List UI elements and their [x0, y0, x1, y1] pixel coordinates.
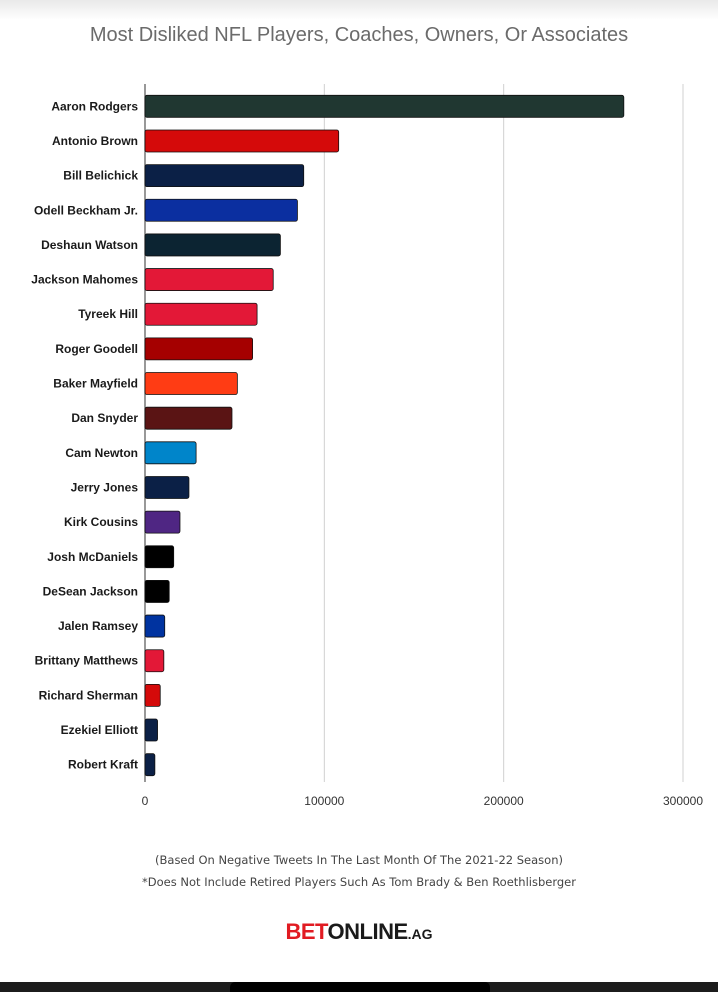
category-label: Jerry Jones	[71, 480, 139, 494]
category-label: Tyreek Hill	[78, 307, 138, 321]
bar	[144, 476, 190, 499]
bar-chart: Aaron Rodgers Antonio Brown Bill Belichick…	[31, 84, 704, 808]
category-label: Brittany Matthews	[35, 654, 139, 668]
category-label: Bill Belichick	[63, 169, 138, 183]
x-axis-ticks: 0 100000 200000 300000	[142, 794, 704, 808]
bar	[144, 441, 197, 465]
bar	[144, 683, 161, 707]
bars	[144, 94, 625, 777]
bar	[144, 233, 281, 257]
footnote-exclusion: *Does Not Include Retired Players Such A…	[142, 875, 576, 889]
gridlines	[144, 84, 684, 782]
logo-ag: .AG	[407, 926, 433, 942]
category-label: Ezekiel Elliott	[61, 723, 138, 737]
bar	[144, 406, 233, 430]
bar	[144, 129, 340, 153]
category-label: Robert Kraft	[68, 758, 138, 772]
bottom-bar	[0, 982, 718, 992]
bar	[144, 302, 258, 326]
bar	[144, 649, 165, 673]
bar	[144, 718, 158, 742]
bar	[144, 580, 170, 603]
category-labels: Aaron Rodgers Antonio Brown Bill Belichick…	[31, 99, 138, 771]
category-label: Antonio Brown	[52, 134, 138, 148]
category-label: Jackson Mahomes	[31, 273, 138, 287]
betonline-logo: BETONLINE.AG	[0, 919, 718, 945]
bar	[144, 753, 156, 777]
logo-bet: BET	[285, 919, 328, 944]
category-label: Baker Mayfield	[53, 377, 138, 391]
category-label: Josh McDaniels	[47, 550, 138, 564]
x-tick-label: 300000	[663, 794, 703, 808]
top-fade	[0, 0, 718, 20]
category-label: Richard Sherman	[39, 688, 138, 702]
category-label: Kirk Cousins	[64, 515, 138, 529]
category-label: Dan Snyder	[71, 411, 138, 425]
x-tick-label: 200000	[484, 794, 524, 808]
bar	[144, 94, 625, 118]
bar	[144, 545, 175, 569]
x-tick-label: 100000	[304, 794, 344, 808]
bar	[144, 372, 238, 395]
category-label: Jalen Ramsey	[58, 619, 138, 633]
category-label: Cam Newton	[65, 446, 138, 460]
category-label: Roger Goodell	[55, 342, 138, 356]
bar	[144, 198, 298, 222]
bar	[144, 510, 181, 534]
bar	[144, 164, 305, 188]
x-tick-label: 0	[142, 794, 149, 808]
category-label: Odell Beckham Jr.	[34, 203, 138, 217]
bar	[144, 337, 253, 361]
footnote-basis: (Based On Negative Tweets In The Last Mo…	[155, 853, 563, 867]
category-label: Aaron Rodgers	[51, 99, 138, 113]
category-label: Deshaun Watson	[41, 238, 138, 252]
logo-online: ONLINE	[327, 919, 409, 944]
chart-title: Most Disliked NFL Players, Coaches, Owne…	[89, 24, 629, 46]
bar	[144, 614, 166, 638]
category-label: DeSean Jackson	[43, 584, 138, 598]
bar	[144, 268, 274, 291]
